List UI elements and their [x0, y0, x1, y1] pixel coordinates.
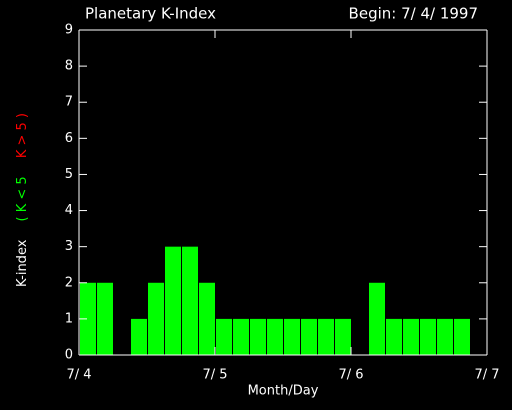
y-label-main: K-index [15, 239, 30, 287]
y-tick-label: 2 [65, 275, 73, 290]
bar [199, 282, 215, 355]
y-tick-label: 8 [65, 59, 73, 74]
bar [250, 318, 266, 355]
bar [182, 246, 198, 355]
bar [148, 282, 164, 355]
x-tick-label: 7/ 5 [202, 368, 227, 383]
chart-title: Planetary K-Index [85, 5, 216, 23]
chart-subtitle: Begin: 7/ 4/ 1997 [349, 5, 478, 23]
bar [233, 318, 249, 355]
bar [165, 246, 181, 355]
bar [267, 318, 283, 355]
y-axis-label: K-index ( K < 5 K > 5 ) [15, 113, 30, 287]
bar [403, 318, 419, 355]
bar [80, 282, 96, 355]
bar [437, 318, 453, 355]
x-tick-label: 7/ 7 [474, 368, 499, 383]
bar [284, 318, 300, 355]
y-label-high: K > 5 ) [15, 113, 30, 158]
bar [131, 318, 147, 355]
bar [318, 318, 334, 355]
y-tick-label: 0 [65, 348, 73, 363]
bar [454, 318, 470, 355]
bar [420, 318, 436, 355]
bar [386, 318, 402, 355]
y-tick-label: 3 [65, 239, 73, 254]
bar [97, 282, 113, 355]
y-tick-label: 9 [65, 23, 73, 38]
y-tick-label: 5 [65, 167, 73, 182]
y-label-low: ( K < 5 [15, 176, 30, 221]
y-tick-label: 4 [65, 203, 73, 218]
y-axis-label-text: K-index ( K < 5 K > 5 ) [15, 113, 30, 287]
bar [301, 318, 317, 355]
x-axis-label: Month/Day [248, 384, 319, 399]
bar [335, 318, 351, 355]
x-tick-label: 7/ 4 [66, 368, 91, 383]
bar [216, 318, 232, 355]
y-tick-label: 7 [65, 95, 73, 110]
x-tick-label: 7/ 6 [338, 368, 363, 383]
bar [369, 282, 385, 355]
y-tick-label: 6 [65, 131, 73, 146]
y-tick-label: 1 [65, 311, 73, 326]
